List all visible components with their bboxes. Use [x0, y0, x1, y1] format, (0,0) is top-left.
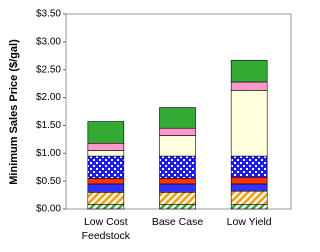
bar-segment — [159, 191, 196, 205]
y-tick-label: $0.00 — [36, 204, 61, 215]
bar-segment — [87, 142, 125, 151]
bar-segment — [159, 183, 196, 193]
bar-segment — [159, 107, 196, 129]
bar-segment — [230, 155, 268, 178]
y-tick-label: $1.00 — [36, 148, 61, 159]
chart-svg: Minimum Sales Price ($/gal) $0.00 $0.50 $1… — [8, 9, 292, 215]
y-axis-label: Minimum Sales Price ($/gal) — [8, 39, 20, 185]
bar-segment — [230, 90, 268, 157]
bar-segment — [230, 81, 268, 91]
y-tick-label: $2.00 — [36, 92, 61, 103]
y-tick-label: $1.50 — [36, 120, 61, 131]
bar-segment — [230, 59, 268, 83]
bar-segment — [87, 183, 125, 193]
y-tick-label: $0.50 — [36, 176, 61, 187]
bar-segment — [87, 178, 125, 185]
bar-segment — [87, 150, 125, 157]
bar-segment — [230, 176, 268, 185]
bar-segment — [230, 190, 268, 205]
bar-segment — [230, 183, 268, 192]
bar-segment — [159, 155, 196, 179]
bar-segment — [87, 204, 125, 210]
y-tick-label: $3.50 — [36, 9, 61, 20]
bar-segment — [87, 155, 125, 179]
y-tick-label: $2.50 — [36, 64, 61, 75]
chart: Minimum Sales Price ($/gal) $0.00 $0.50 $1… — [8, 9, 292, 242]
bar-segment — [159, 127, 196, 136]
x-tick-label: Low Cost Feedstock — [81, 216, 131, 242]
bar-segment — [159, 178, 196, 185]
bar-segment — [159, 135, 196, 157]
x-tick-label: Low Yield — [226, 216, 272, 228]
y-tick-label: $3.00 — [36, 36, 61, 47]
bar-segment — [87, 191, 125, 205]
bar-segment — [87, 121, 125, 144]
x-tick-label: Base Case — [151, 216, 204, 228]
bar-segment — [230, 204, 268, 210]
bar-segment — [159, 204, 196, 210]
